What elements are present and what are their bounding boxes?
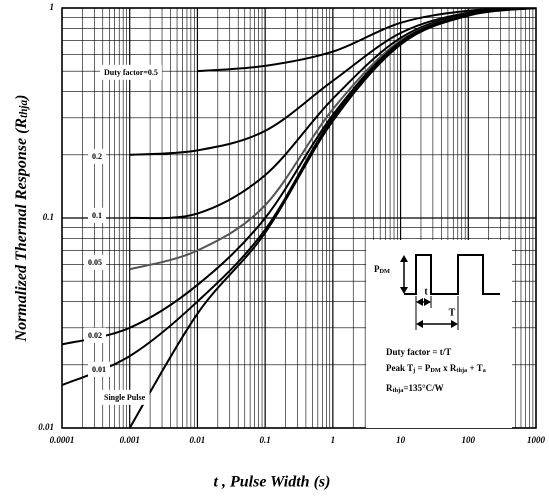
arrow-head	[400, 255, 408, 262]
x-tick-label: 10	[396, 435, 406, 445]
text-part: + T	[467, 363, 482, 373]
inset-pdm: PDM	[374, 264, 390, 275]
text-part: Normalized Thermal Response (R	[13, 118, 30, 343]
text-part: x R	[441, 363, 457, 373]
label-box	[100, 64, 162, 80]
text-part: R	[386, 383, 393, 393]
text-part: P	[374, 264, 380, 274]
subscript: thja	[456, 367, 468, 374]
arrow-head	[451, 320, 458, 328]
plot-frame	[61, 7, 537, 429]
x-tick-label: 0.1	[260, 435, 271, 445]
legend-label: 0.02	[88, 331, 102, 340]
arrow-head	[416, 298, 423, 306]
subscript: DM	[430, 367, 441, 374]
y-tick-label: 0.1	[43, 212, 54, 222]
subscript: a	[483, 367, 487, 374]
text-part: = P	[415, 363, 431, 373]
legend-label: 0.1	[92, 211, 102, 220]
subscript: DM	[380, 268, 391, 275]
pulse-wave	[404, 254, 500, 295]
y-axis-title: Normalized Thermal Response (Rthja)	[13, 95, 31, 343]
label-box	[84, 327, 106, 343]
text-part: )	[13, 95, 30, 102]
curve	[62, 8, 536, 387]
text-part: Peak T	[386, 363, 413, 373]
text-part: =135°C/W	[403, 383, 443, 393]
legend-label: Duty factor=0.5	[104, 68, 158, 77]
inset-box	[366, 240, 512, 428]
y-tick-label: 1	[50, 2, 55, 12]
inset-duty: Duty factor = t/T	[386, 347, 451, 357]
inset-rth: Rthja=135°C/W	[386, 383, 444, 394]
label-box	[84, 254, 106, 270]
x-axis-title: t , Pulse Width (s)	[214, 474, 331, 491]
label-box	[100, 389, 150, 405]
legend-label: Single Pulse	[104, 393, 146, 402]
arrow-head	[416, 320, 423, 328]
subscript: j	[412, 367, 415, 374]
inset-peak: Peak Tj = PDM x Rthja + Ta	[386, 363, 487, 374]
x-tick-label: 0.01	[190, 435, 206, 445]
inset-T: T	[449, 307, 456, 318]
x-tick-label: 1	[331, 435, 336, 445]
x-tick-label: 1000	[527, 435, 546, 445]
label-box	[88, 207, 106, 223]
subscript: thja	[18, 99, 30, 117]
inset-t: t	[424, 286, 428, 297]
x-tick-label: 0.001	[120, 435, 140, 445]
legend-label: 0.05	[88, 258, 102, 267]
y-tick-label: 0.01	[38, 422, 54, 432]
x-tick-label: 0.0001	[50, 435, 75, 445]
curve	[128, 8, 536, 428]
subscript: thja	[393, 387, 405, 394]
legend-label: 0.01	[92, 365, 106, 374]
arrow-head	[400, 287, 408, 294]
curve	[197, 8, 536, 73]
arrow-head	[424, 298, 431, 306]
legend-label: 0.2	[92, 152, 102, 161]
x-tick-label: 100	[462, 435, 476, 445]
label-box	[88, 361, 110, 377]
label-box	[88, 148, 106, 164]
